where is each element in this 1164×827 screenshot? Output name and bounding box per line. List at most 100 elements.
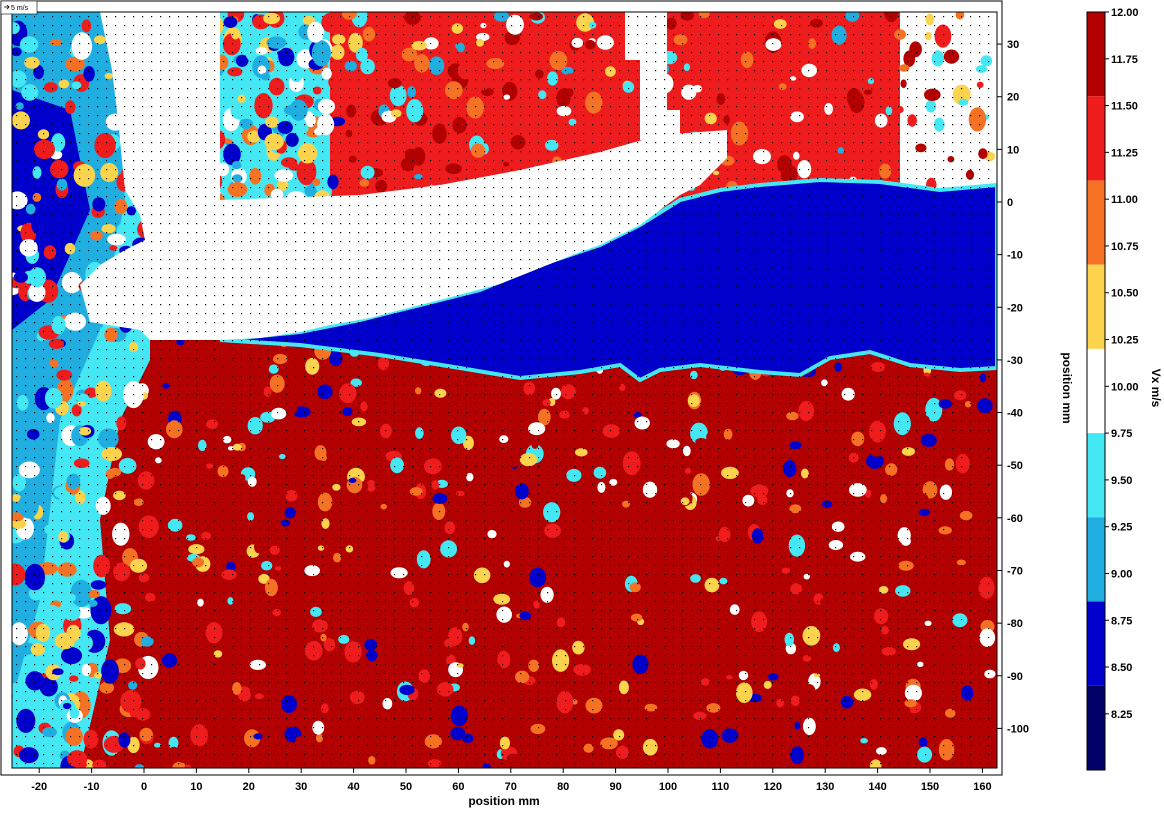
vector-dot — [61, 520, 63, 522]
vector-dot — [79, 637, 81, 639]
vector-dot — [349, 196, 351, 198]
vector-dot — [259, 646, 261, 648]
vector-dot — [97, 385, 99, 387]
vector-dot — [403, 97, 405, 99]
speckle — [328, 74, 346, 91]
vector-dot — [331, 304, 333, 306]
vector-dot — [295, 268, 297, 270]
vector-dot — [250, 421, 252, 423]
vector-dot — [394, 250, 396, 252]
vector-dot — [241, 466, 243, 468]
vector-dot — [142, 412, 144, 414]
vector-dot — [340, 385, 342, 387]
vector-dot — [178, 214, 180, 216]
vector-dot — [169, 493, 171, 495]
vector-dot — [196, 718, 198, 720]
vector-dot — [196, 340, 198, 342]
speckle — [528, 659, 540, 672]
vector-dot — [16, 565, 18, 567]
vector-dot — [151, 349, 153, 351]
vector-dot — [358, 268, 360, 270]
vector-dot — [421, 493, 423, 495]
vector-dot — [331, 655, 333, 657]
vector-dot — [214, 196, 216, 198]
speckle — [616, 654, 627, 666]
vector-dot — [52, 322, 54, 324]
vector-dot — [43, 196, 45, 198]
vector-dot — [268, 124, 270, 126]
speckle — [908, 465, 922, 474]
speckle — [874, 113, 888, 128]
vector-dot — [25, 115, 27, 117]
vector-dot — [403, 340, 405, 342]
vector-dot — [34, 493, 36, 495]
vector-dot — [277, 232, 279, 234]
vector-dot — [61, 457, 63, 459]
speckle — [184, 764, 192, 768]
vector-dot — [340, 520, 342, 522]
vector-dot — [178, 151, 180, 153]
vector-dot — [403, 124, 405, 126]
vector-dot — [421, 97, 423, 99]
vector-dot — [61, 502, 63, 504]
vector-dot — [250, 259, 252, 261]
vector-dot — [259, 745, 261, 747]
speckle — [904, 699, 917, 708]
vector-dot — [421, 745, 423, 747]
vector-dot — [286, 745, 288, 747]
vector-dot — [412, 511, 414, 513]
vector-dot — [160, 34, 162, 36]
speckle — [773, 19, 787, 29]
vector-dot — [376, 16, 378, 18]
vector-dot — [214, 673, 216, 675]
vector-dot — [295, 169, 297, 171]
vector-dot — [376, 223, 378, 225]
vector-dot — [16, 700, 18, 702]
vector-dot — [394, 673, 396, 675]
vector-dot — [196, 556, 198, 558]
speckle — [499, 736, 510, 750]
vector-dot — [79, 259, 81, 261]
vector-dot — [232, 529, 234, 531]
vector-dot — [52, 367, 54, 369]
vector-dot — [52, 475, 54, 477]
vector-dot — [205, 727, 207, 729]
vector-dot — [349, 574, 351, 576]
speckle — [924, 31, 932, 41]
vector-dot — [340, 664, 342, 666]
speckle — [797, 160, 812, 179]
vector-dot — [340, 313, 342, 315]
vector-dot — [25, 358, 27, 360]
vector-dot — [232, 295, 234, 297]
speckle — [980, 55, 993, 67]
vector-dot — [313, 187, 315, 189]
vector-dot — [376, 673, 378, 675]
vector-dot — [340, 187, 342, 189]
vector-dot — [394, 385, 396, 387]
speckle — [13, 271, 28, 283]
vector-dot — [160, 313, 162, 315]
vector-dot — [52, 151, 54, 153]
vector-dot — [97, 196, 99, 198]
speckle — [596, 35, 614, 50]
speckle — [693, 711, 707, 720]
speckle — [254, 93, 273, 119]
vector-dot — [259, 439, 261, 441]
speckle — [909, 41, 922, 58]
vector-dot — [277, 673, 279, 675]
vector-dot — [232, 313, 234, 315]
speckle — [304, 185, 316, 197]
vector-dot — [133, 421, 135, 423]
vector-dot — [403, 556, 405, 558]
vector-dot — [358, 286, 360, 288]
vector-dot — [421, 295, 423, 297]
speckle — [271, 407, 287, 420]
speckle — [895, 585, 911, 597]
vector-dot — [223, 565, 225, 567]
vector-dot — [421, 16, 423, 18]
vector-dot — [223, 70, 225, 72]
vector-dot — [169, 502, 171, 504]
vector-dot — [295, 430, 297, 432]
speckle — [955, 453, 970, 474]
vector-dot — [214, 754, 216, 756]
